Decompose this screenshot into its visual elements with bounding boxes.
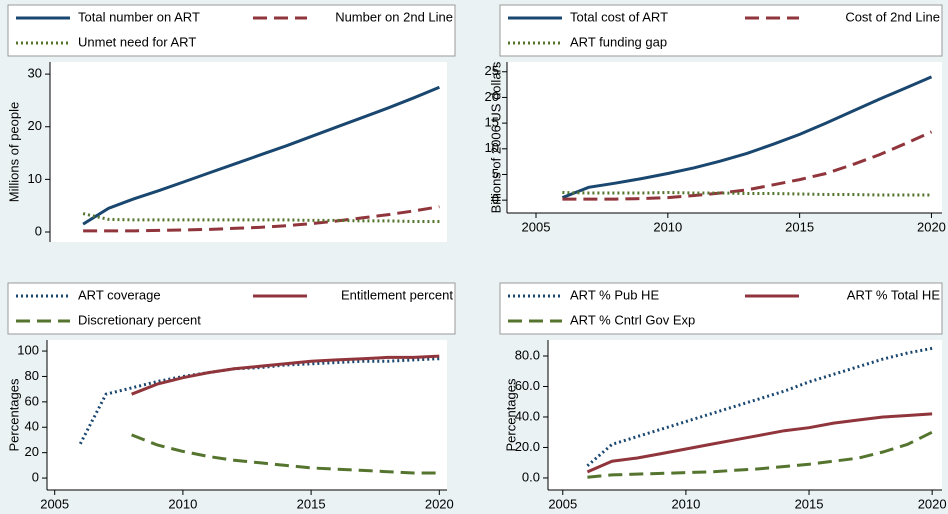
y-tick-label: 10 (485, 140, 499, 155)
y-tick-label: 40.0 (515, 408, 540, 423)
y-tick-label: 20 (25, 444, 39, 459)
series-line (562, 190, 932, 197)
y-tick-label: 40 (25, 419, 39, 434)
legend-box (499, 4, 943, 57)
x-tick-label: 2010 (168, 496, 197, 511)
y-tick-label: 5 (492, 166, 499, 181)
legend-label: Total number on ART (78, 9, 200, 24)
series-line (131, 433, 440, 475)
y-axis-title: Billions of 2006 US dollars (488, 61, 503, 213)
x-tick-label: 2015 (297, 496, 326, 511)
y-tick-label: 80.0 (515, 347, 540, 362)
series-line (83, 205, 440, 233)
series-line (82, 212, 440, 223)
series-line (131, 354, 440, 396)
y-axis-title: Percentages (503, 378, 518, 451)
legend-label: Entitlement percent (341, 287, 453, 302)
x-tick-label: 2020 (917, 219, 946, 234)
legend-box (7, 282, 456, 335)
legend-label: ART % Pub HE (570, 287, 659, 302)
y-tick-label: 0 (35, 223, 42, 238)
y-tick-label: 60 (25, 393, 39, 408)
legend-box (7, 4, 456, 57)
y-tick-label: 80 (25, 368, 39, 383)
y-tick-label: 20 (28, 118, 42, 133)
x-tick-label: 2015 (795, 496, 824, 511)
y-tick-label: 30 (28, 66, 42, 81)
series-line (586, 412, 933, 474)
plot-area (507, 62, 942, 213)
series-line (78, 357, 440, 445)
y-tick-label: 20 (485, 89, 499, 104)
y-tick-label: 100 (17, 342, 39, 357)
plot-area (47, 340, 447, 490)
y-tick-label: 0 (32, 469, 39, 484)
plot-area (548, 340, 942, 490)
legend-box (499, 282, 943, 335)
y-tick-label: 60.0 (515, 378, 540, 393)
legend-label: Cost of 2nd Line (845, 9, 940, 24)
x-tick-label: 2020 (918, 496, 947, 511)
legend-label: ART coverage (78, 287, 161, 302)
series-line (561, 75, 933, 199)
y-tick-label: 10 (28, 171, 42, 186)
legend-label: Total cost of ART (570, 9, 668, 24)
x-tick-label: 2015 (785, 219, 814, 234)
x-tick-label: 2005 (522, 219, 551, 234)
legend-label: Unmet need for ART (78, 34, 196, 49)
y-tick-label: 25 (485, 63, 499, 78)
x-tick-label: 2005 (40, 496, 69, 511)
legend-label: Number on 2nd Line (335, 9, 453, 24)
y-tick-label: 0 (492, 192, 499, 207)
legend-label: ART % Total HE (847, 287, 941, 302)
series-line (82, 85, 440, 226)
y-tick-label: 20.0 (515, 439, 540, 454)
y-tick-label: 0.0 (522, 469, 540, 484)
legend-label: Discretionary percent (78, 312, 201, 327)
y-tick-label: 15 (485, 115, 499, 130)
x-tick-label: 2010 (653, 219, 682, 234)
series-line (586, 346, 933, 467)
x-tick-label: 2010 (671, 496, 700, 511)
legend-label: ART funding gap (570, 34, 667, 49)
legend-label: ART % Cntrl Gov Exp (570, 312, 695, 327)
y-axis-title: Millions of people (6, 102, 21, 202)
x-tick-label: 2020 (425, 496, 454, 511)
y-axis-title: Percentages (6, 378, 21, 451)
series-line (587, 430, 933, 479)
plot-area (50, 62, 447, 242)
x-tick-label: 2005 (548, 496, 577, 511)
